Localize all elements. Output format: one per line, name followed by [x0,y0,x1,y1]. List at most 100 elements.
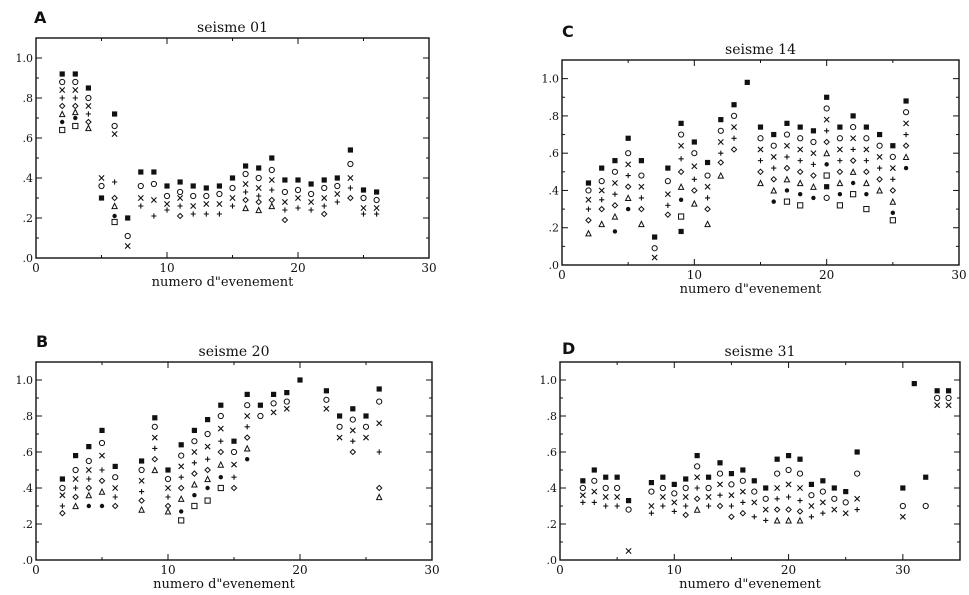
data-point [637,220,645,228]
data-point [770,186,778,194]
data-point [704,205,711,213]
x-tick-label: 30 [424,563,439,577]
data-point [704,220,711,228]
data-point [783,131,791,138]
data-point [648,480,655,486]
data-point [808,514,815,520]
plot-frame [35,37,430,259]
data-point [229,184,236,192]
data-point [648,510,655,516]
data-point [751,514,757,520]
data-point [98,182,105,190]
data-point [255,198,263,206]
data-point [850,135,857,142]
data-point [190,183,196,189]
data-point [731,124,738,131]
data-point [360,194,367,202]
data-point [850,123,857,131]
data-point [850,180,856,186]
data-point [59,492,66,499]
y-tick-label: 1.0 [540,374,558,387]
data-point [138,477,145,484]
data-point [823,149,831,157]
x-axis-label: numero d"evenement [679,577,821,592]
data-point [283,405,290,412]
data-point [217,448,225,456]
data-point [268,202,276,210]
data-point [797,135,804,142]
data-point [165,467,171,473]
data-point [229,195,236,201]
data-point [138,505,146,513]
y-tick-label: .8 [23,92,34,105]
data-point [774,456,780,462]
data-point [190,480,198,488]
data-point [256,165,262,171]
data-point [177,195,184,201]
data-point [98,439,106,447]
data-point [785,466,792,474]
chart-title: seisme 31 [725,344,796,360]
data-point [268,177,275,183]
data-point [638,172,645,179]
data-point [192,493,197,498]
x-tick-label: 0 [558,268,566,282]
data-point [785,494,792,500]
data-point [151,213,157,219]
data-point [99,427,105,433]
data-point [271,391,277,397]
data-point [283,398,290,405]
data-point [819,488,826,495]
x-axis-label: numero d"evenement [153,577,295,592]
data-point [934,388,940,394]
data-point [321,177,327,183]
data-point [230,448,238,456]
data-point [255,174,262,182]
data-point [945,394,952,402]
data-point [693,495,701,503]
y-tick-label: 1.0 [16,52,34,65]
data-point [810,150,817,157]
data-point [705,484,712,492]
data-point [99,467,105,473]
data-point [321,184,328,192]
data-point [203,201,210,207]
data-point [164,507,172,515]
data-point [191,449,198,455]
data-point [876,142,883,149]
y-tick-label: .0 [547,554,558,567]
data-point [785,516,792,524]
data-point [137,182,144,190]
data-point [603,474,609,480]
data-point [678,142,685,149]
data-point [614,503,620,509]
data-point [205,485,210,491]
data-point [72,466,79,474]
data-point [112,485,119,491]
data-point [112,463,118,469]
data-point [831,506,838,513]
data-point [308,190,315,198]
data-point [98,195,105,201]
x-tick-label: 10 [667,563,682,577]
data-point [59,71,65,77]
data-point [72,122,79,130]
data-point [362,423,370,430]
data-point [728,471,735,477]
data-point [690,199,698,207]
data-point [682,484,689,492]
data-point [598,178,605,185]
data-point [321,195,328,201]
data-point [336,434,343,441]
data-point [837,158,843,164]
data-point [783,164,791,172]
data-point [164,475,172,483]
data-point [138,169,144,175]
data-point [624,194,632,202]
data-point [244,413,251,419]
data-point [797,124,803,130]
data-point [294,186,302,194]
data-point [730,112,738,120]
